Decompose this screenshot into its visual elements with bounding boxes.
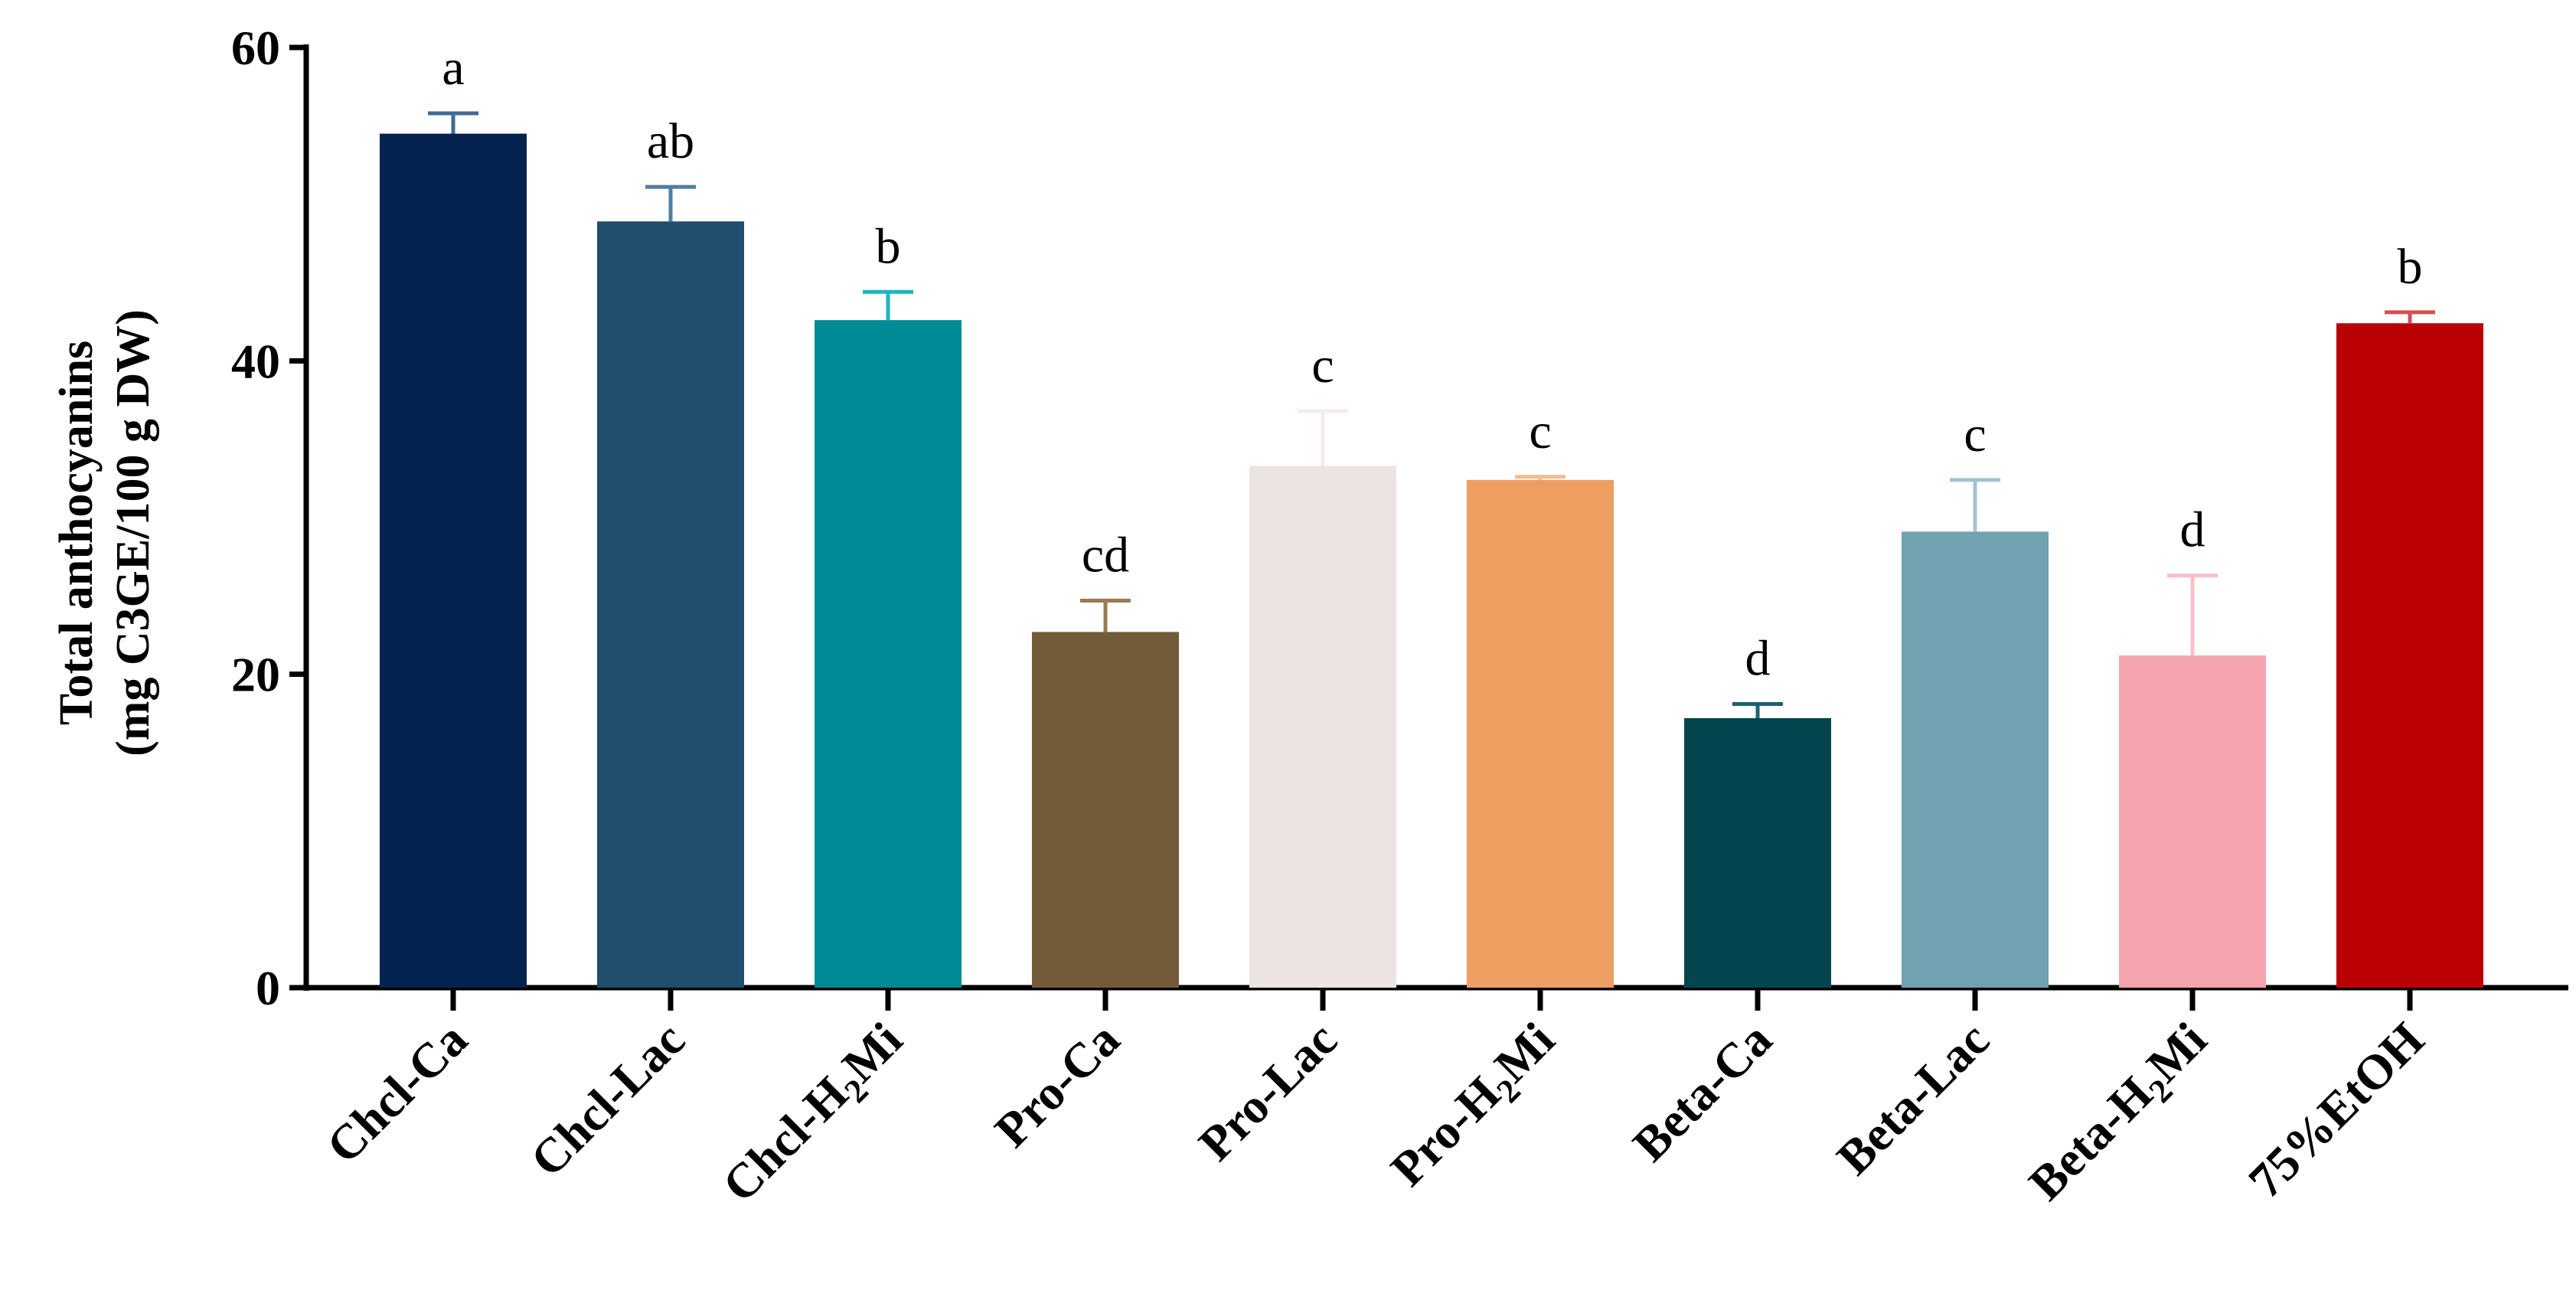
category-label-main: Beta-H bbox=[2019, 1067, 2163, 1210]
bars-group bbox=[380, 133, 2483, 988]
category-label: Chcl-H2Mi bbox=[712, 1012, 918, 1218]
y-axis-title-line: Total anthocyanins bbox=[51, 341, 103, 725]
y-tick-label: 20 bbox=[231, 648, 280, 702]
significance-label: d bbox=[1745, 631, 1771, 687]
significance-label: c bbox=[1964, 407, 1986, 462]
category-label-main: Pro-Ca bbox=[984, 1012, 1130, 1158]
bar bbox=[597, 221, 744, 988]
bar bbox=[1684, 717, 1831, 988]
category-label: Beta-Lac bbox=[1827, 1012, 2000, 1185]
y-axis-title-text: Total anthocyanins(mg C3GE/100 g DW) bbox=[51, 309, 159, 756]
y-axis: 0 20 40 60 bbox=[231, 21, 309, 1015]
significance-label: b bbox=[2398, 239, 2423, 295]
significance-label: cd bbox=[1082, 527, 1129, 583]
bar bbox=[380, 133, 527, 988]
bar bbox=[1902, 531, 2049, 988]
bar bbox=[2336, 323, 2483, 988]
category-label: Chcl-Lac bbox=[520, 1012, 695, 1187]
y-axis-title: Total anthocyanins(mg C3GE/100 g DW) bbox=[51, 309, 159, 756]
y-tick-label: 0 bbox=[256, 961, 280, 1015]
category-label: Beta-H2Mi bbox=[2019, 1012, 2222, 1216]
category-label: Pro-Ca bbox=[984, 1012, 1130, 1158]
significance-label: c bbox=[1529, 403, 1551, 459]
category-label: Chcl-Ca bbox=[316, 1012, 478, 1174]
category-label-main: Beta-Ca bbox=[1622, 1012, 1782, 1172]
category-label-main: 75%EtOH bbox=[2238, 1012, 2434, 1208]
y-tick-label: 40 bbox=[231, 334, 280, 388]
category-labels-group: Chcl-Ca Chcl-Lac Chcl-H2Mi Pro-Ca Pro-Lac Pro… bbox=[316, 1012, 2434, 1218]
bar bbox=[1467, 479, 1614, 988]
category-label-main: Chcl-Ca bbox=[316, 1012, 478, 1174]
significance-label: ab bbox=[647, 113, 694, 169]
bar bbox=[815, 320, 962, 988]
category-label-main: Chcl-Lac bbox=[520, 1012, 695, 1187]
bar bbox=[2119, 655, 2266, 988]
x-axis bbox=[304, 985, 2568, 1011]
category-label: Beta-Ca bbox=[1622, 1012, 1782, 1172]
category-label: Pro-Lac bbox=[1188, 1012, 1347, 1171]
error-bars-group bbox=[428, 111, 2435, 718]
category-label-main: Chcl-H bbox=[712, 1067, 858, 1213]
significance-label: d bbox=[2180, 502, 2205, 558]
y-tick-label: 60 bbox=[231, 21, 280, 75]
bar bbox=[1249, 466, 1396, 988]
category-label-main: Pro-Lac bbox=[1188, 1012, 1347, 1171]
bar bbox=[1032, 632, 1179, 988]
category-label-main: Beta-Lac bbox=[1827, 1012, 2000, 1185]
significance-label: a bbox=[442, 40, 464, 96]
y-axis-title-line: (mg C3GE/100 g DW) bbox=[107, 309, 159, 756]
significance-label: b bbox=[876, 218, 901, 274]
category-label: Pro-H2Mi bbox=[1380, 1012, 1570, 1202]
category-label: 75%EtOH bbox=[2238, 1012, 2434, 1208]
significance-label: c bbox=[1311, 338, 1334, 394]
